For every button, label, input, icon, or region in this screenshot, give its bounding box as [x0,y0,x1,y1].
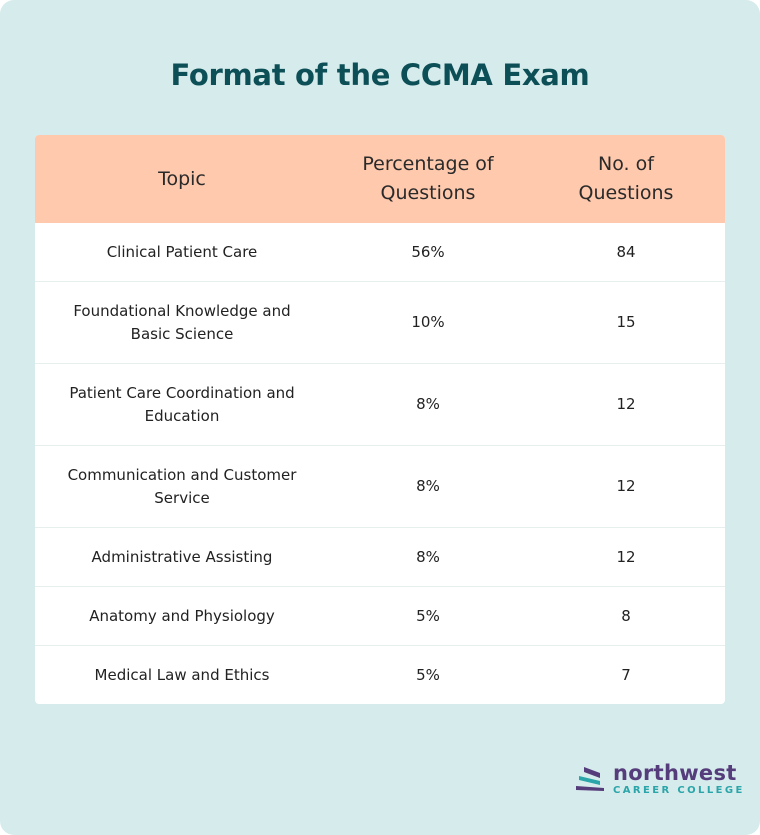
header-percentage: Percentage of Questions [362,153,494,204]
table-row: Foundational Knowledge and Basic Science… [35,282,725,364]
exam-format-table: Topic Percentage of Questions No. of Que… [35,135,725,704]
count-cell: 8 [621,606,631,625]
count-cell: 84 [616,242,636,261]
header-topic: Topic [158,167,206,190]
topic-cell: Clinical Patient Care [106,242,258,261]
stacked-stripes-logo-icon [576,767,604,791]
percentage-cell: 56% [411,242,445,261]
table-header-row: Topic Percentage of Questions No. of Que… [35,135,725,223]
table-row: Administrative Assisting 8% 12 [35,528,725,587]
count-cell: 12 [616,547,636,566]
table-row: Communication and Customer Service 8% 12 [35,446,725,528]
topic-cell: Patient Care Coordination and Education [69,383,295,425]
percentage-cell: 8% [416,547,440,566]
percentage-cell: 8% [416,395,440,413]
count-cell: 12 [616,395,636,413]
percentage-cell: 5% [416,665,440,684]
table-row: Patient Care Coordination and Education … [35,364,725,446]
count-cell: 12 [616,477,636,495]
percentage-cell: 8% [416,477,440,495]
table-row: Clinical Patient Care 56% 84 [35,223,725,282]
northwest-logo: northwest CAREER COLLEGE [575,763,745,797]
count-cell: 7 [621,665,631,684]
header-count: No. of Questions [578,153,674,204]
table-row: Anatomy and Physiology 5% 8 [35,587,725,646]
topic-cell: Foundational Knowledge and Basic Science [73,301,291,343]
topic-cell: Communication and Customer Service [67,465,297,507]
topic-cell: Administrative Assisting [91,547,273,566]
page-title: Format of the CCMA Exam [170,58,590,92]
logo-subtitle: CAREER COLLEGE [613,785,745,796]
logo-name: northwest [613,761,737,785]
table-row: Medical Law and Ethics 5% 7 [35,646,725,704]
percentage-cell: 5% [416,606,440,625]
percentage-cell: 10% [411,313,445,331]
logo-wordmark: northwest CAREER COLLEGE [613,763,745,797]
topic-cell: Anatomy and Physiology [89,606,275,625]
count-cell: 15 [616,313,636,331]
topic-cell: Medical Law and Ethics [94,665,270,684]
